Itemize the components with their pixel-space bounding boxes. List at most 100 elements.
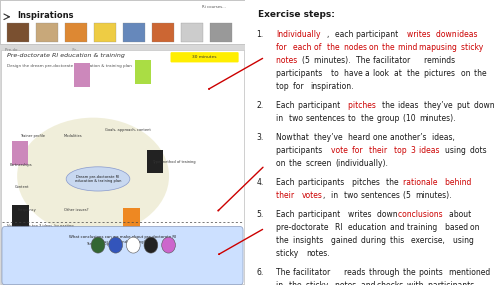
Text: facilitator: facilitator bbox=[294, 268, 333, 277]
Text: look: look bbox=[373, 69, 392, 78]
Text: 5.: 5. bbox=[256, 210, 264, 219]
Text: have: have bbox=[344, 69, 365, 78]
Text: What conclusions can we make about pre-doctorate RI
education and training?: What conclusions can we make about pre-d… bbox=[69, 235, 176, 244]
Bar bbox=[210, 23, 232, 42]
Text: 6.: 6. bbox=[256, 268, 264, 277]
Text: exercise,: exercise, bbox=[411, 236, 447, 245]
Bar bbox=[122, 208, 140, 233]
Text: one: one bbox=[373, 133, 390, 142]
Bar bbox=[12, 141, 28, 165]
Text: Goals, approach, content: Goals, approach, content bbox=[106, 129, 151, 133]
Text: Each: Each bbox=[276, 210, 297, 219]
Text: participants: participants bbox=[276, 69, 325, 78]
Text: The: The bbox=[276, 268, 293, 277]
Text: ideas: ideas bbox=[398, 101, 421, 110]
Text: the: the bbox=[327, 43, 342, 52]
Text: (5: (5 bbox=[302, 56, 312, 65]
Text: reminds: reminds bbox=[424, 56, 457, 65]
Text: this: this bbox=[390, 236, 406, 245]
Text: sticky: sticky bbox=[276, 249, 301, 258]
Text: top: top bbox=[276, 82, 291, 91]
Circle shape bbox=[162, 237, 175, 253]
Text: writes: writes bbox=[348, 210, 374, 219]
Text: notes: notes bbox=[336, 281, 359, 285]
Text: minutes).: minutes). bbox=[415, 191, 452, 200]
Circle shape bbox=[109, 237, 122, 253]
Text: Vote for your top 3 ideas, by pasting
the dots on the right on them.: Vote for your top 3 ideas, by pasting th… bbox=[8, 224, 74, 232]
Text: mind: mind bbox=[398, 43, 420, 52]
Text: behind: behind bbox=[444, 178, 474, 187]
Text: for: for bbox=[276, 43, 289, 52]
Text: points: points bbox=[420, 268, 446, 277]
Text: the: the bbox=[382, 101, 396, 110]
FancyBboxPatch shape bbox=[170, 52, 238, 62]
Text: on: on bbox=[470, 223, 482, 232]
Text: heard: heard bbox=[348, 133, 372, 142]
Text: Exercise steps:: Exercise steps: bbox=[258, 10, 334, 19]
Text: sticky: sticky bbox=[462, 43, 486, 52]
Text: the: the bbox=[289, 281, 304, 285]
Text: notes: notes bbox=[276, 56, 300, 65]
Text: Content: Content bbox=[14, 186, 29, 190]
Bar bbox=[74, 63, 90, 87]
Text: with: with bbox=[406, 281, 426, 285]
Text: their: their bbox=[369, 146, 390, 155]
Text: Frequency: Frequency bbox=[17, 208, 36, 212]
Bar bbox=[123, 23, 145, 42]
Text: ,: , bbox=[322, 191, 328, 200]
Text: checks: checks bbox=[378, 281, 406, 285]
Text: votes: votes bbox=[302, 191, 322, 200]
Text: using: using bbox=[436, 43, 460, 52]
Text: 30 minutes: 30 minutes bbox=[192, 55, 217, 59]
Text: Ri courses...: Ri courses... bbox=[202, 5, 226, 9]
Text: Pre-do...                                         Fr...: Pre-do... Fr... bbox=[5, 48, 80, 52]
Text: down: down bbox=[378, 210, 400, 219]
Text: to: to bbox=[331, 69, 341, 78]
Text: gained: gained bbox=[331, 236, 360, 245]
Text: writes: writes bbox=[406, 30, 432, 39]
Text: of: of bbox=[314, 43, 324, 52]
Text: facilitator: facilitator bbox=[373, 56, 413, 65]
Text: 2.: 2. bbox=[256, 101, 264, 110]
Text: their: their bbox=[276, 191, 297, 200]
Text: another’s: another’s bbox=[390, 133, 429, 142]
Text: training: training bbox=[406, 223, 440, 232]
Text: ideas: ideas bbox=[457, 30, 480, 39]
Text: using: using bbox=[444, 146, 468, 155]
Text: pictures: pictures bbox=[424, 69, 457, 78]
Circle shape bbox=[144, 237, 158, 253]
Text: rationale: rationale bbox=[402, 178, 440, 187]
Text: ideas,: ideas, bbox=[432, 133, 457, 142]
Text: The: The bbox=[356, 56, 373, 65]
Text: Individually: Individually bbox=[276, 30, 321, 39]
Text: in: in bbox=[276, 281, 286, 285]
Text: education: education bbox=[348, 223, 389, 232]
Text: each: each bbox=[294, 43, 314, 52]
Text: put: put bbox=[457, 101, 472, 110]
Text: participant: participant bbox=[298, 101, 342, 110]
Text: nodes: nodes bbox=[344, 43, 369, 52]
Bar bbox=[65, 23, 87, 42]
Text: minutes).: minutes). bbox=[420, 114, 456, 123]
Text: Design the dream pre-doctorate RI education & training plan: Design the dream pre-doctorate RI educat… bbox=[8, 64, 132, 68]
Text: 1.: 1. bbox=[256, 30, 264, 39]
Text: RI: RI bbox=[336, 223, 345, 232]
Text: the: the bbox=[382, 43, 396, 52]
Text: Modalities: Modalities bbox=[64, 134, 82, 138]
Text: dots: dots bbox=[470, 146, 489, 155]
Text: on: on bbox=[369, 43, 381, 52]
Text: vote: vote bbox=[331, 146, 350, 155]
Text: that: that bbox=[294, 133, 312, 142]
Text: on: on bbox=[276, 159, 288, 168]
Text: sentences: sentences bbox=[360, 191, 402, 200]
Text: two: two bbox=[289, 114, 306, 123]
Text: (individually).: (individually). bbox=[336, 159, 388, 168]
Text: sticky: sticky bbox=[306, 281, 330, 285]
Text: down: down bbox=[474, 101, 497, 110]
Text: Each: Each bbox=[276, 101, 297, 110]
Text: pre-doctorate: pre-doctorate bbox=[276, 223, 332, 232]
Text: during: during bbox=[360, 236, 388, 245]
Text: group: group bbox=[378, 114, 402, 123]
Text: top: top bbox=[394, 146, 409, 155]
Bar bbox=[8, 23, 30, 42]
